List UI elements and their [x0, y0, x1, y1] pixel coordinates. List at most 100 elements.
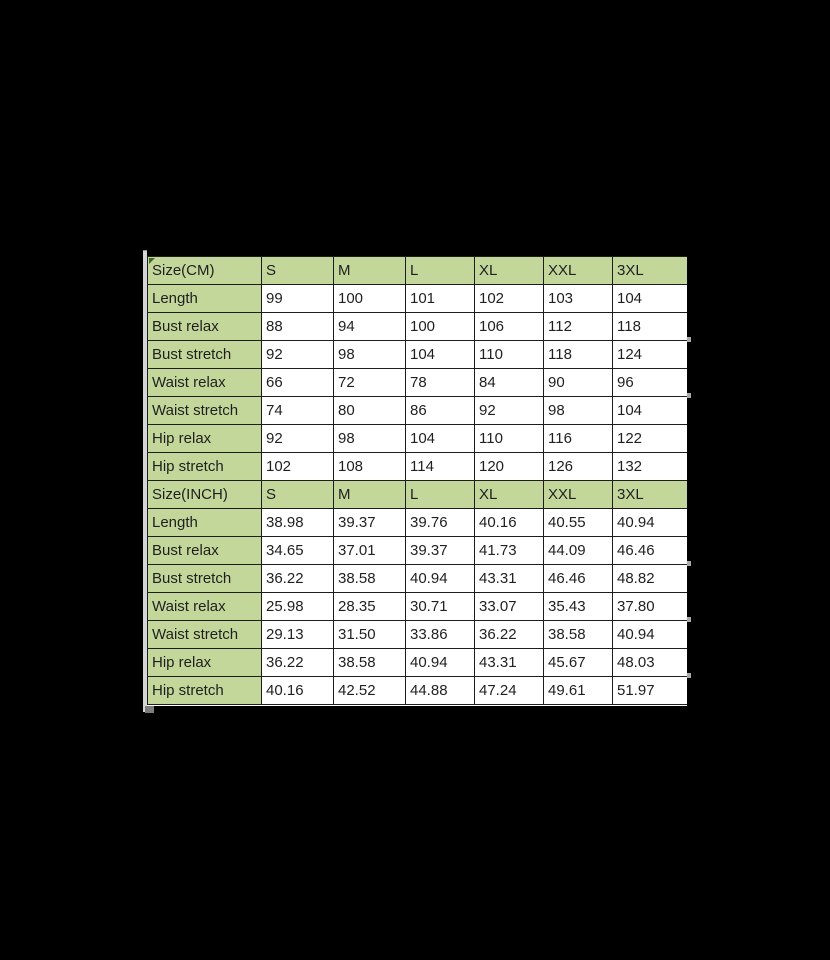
measurement-value-cell: 110 [474, 424, 544, 453]
measurement-value-cell: 101 [405, 284, 475, 313]
measurement-value-cell: 43.31 [474, 564, 544, 593]
measurement-value-cell: 40.16 [474, 508, 544, 537]
measurement-value-cell: 100 [333, 284, 406, 313]
measurement-row: Waist relax 66 72 78 84 90 96 [147, 368, 687, 397]
crop-artifact-right-tick [687, 561, 691, 566]
measurement-value-cell: 84 [474, 368, 544, 397]
measurement-row: Waist stretch 74 80 86 92 98 104 [147, 396, 687, 425]
crop-artifact-left-strip [143, 251, 147, 712]
measurement-value-cell: 33.07 [474, 592, 544, 621]
measurement-value-cell: 126 [543, 452, 613, 481]
measurement-value-cell: 37.80 [612, 592, 687, 621]
crop-artifact-bottom-square [145, 706, 154, 713]
measurement-value-cell: 118 [612, 312, 687, 341]
size-column-header-cell: M [333, 480, 406, 509]
size-column-header-cell: S [261, 256, 334, 285]
measurement-value-cell: 92 [474, 396, 544, 425]
measurement-label-cell: Waist relax [147, 368, 262, 397]
measurement-value-cell: 98 [333, 340, 406, 369]
measurement-value-cell: 41.73 [474, 536, 544, 565]
measurement-label-cell: Waist stretch [147, 620, 262, 649]
crop-artifact-right-tick [687, 673, 691, 678]
measurement-value-cell: 48.03 [612, 648, 687, 677]
measurement-value-cell: 36.22 [261, 564, 334, 593]
measurement-value-cell: 28.35 [333, 592, 406, 621]
measurement-value-cell: 110 [474, 340, 544, 369]
measurement-value-cell: 39.37 [333, 508, 406, 537]
measurement-row: Length 99 100 101 102 103 104 [147, 284, 687, 313]
measurement-label-cell: Bust relax [147, 536, 262, 565]
measurement-label-cell: Hip stretch [147, 676, 262, 705]
measurement-row: Length 38.98 39.37 39.76 40.16 40.55 40.94 [147, 508, 687, 537]
size-column-header-cell: L [405, 256, 475, 285]
measurement-value-cell: 38.58 [543, 620, 613, 649]
measurement-value-cell: 72 [333, 368, 406, 397]
measurement-value-cell: 46.46 [543, 564, 613, 593]
measurement-value-cell: 40.16 [261, 676, 334, 705]
measurement-value-cell: 47.24 [474, 676, 544, 705]
measurement-value-cell: 96 [612, 368, 687, 397]
measurement-value-cell: 49.61 [543, 676, 613, 705]
measurement-value-cell: 122 [612, 424, 687, 453]
size-chart-table-container: Size(CM) S M L XL XXL 3XL Length 99 100 101 102 103 1… [147, 256, 687, 706]
size-column-header-cell: XXL [543, 480, 613, 509]
measurement-value-cell: 46.46 [612, 536, 687, 565]
measurement-label-cell: Waist relax [147, 592, 262, 621]
measurement-value-cell: 100 [405, 312, 475, 341]
measurement-row: Bust relax 88 94 100 106 112 118 [147, 312, 687, 341]
measurement-label-cell: Hip relax [147, 424, 262, 453]
crop-artifact-right-tick [687, 393, 691, 398]
size-unit-header-cell: Size(CM) [147, 256, 262, 285]
measurement-value-cell: 104 [405, 424, 475, 453]
measurement-label-cell: Length [147, 284, 262, 313]
measurement-value-cell: 98 [543, 396, 613, 425]
size-table-body: Size(CM) S M L XL XXL 3XL Length 99 100 101 102 103 1… [147, 256, 687, 705]
measurement-value-cell: 78 [405, 368, 475, 397]
measurement-value-cell: 106 [474, 312, 544, 341]
measurement-value-cell: 33.86 [405, 620, 475, 649]
measurement-value-cell: 132 [612, 452, 687, 481]
size-column-header-cell: S [261, 480, 334, 509]
measurement-value-cell: 40.94 [612, 508, 687, 537]
measurement-value-cell: 25.98 [261, 592, 334, 621]
measurement-value-cell: 38.58 [333, 564, 406, 593]
size-column-header-cell: 3XL [612, 256, 687, 285]
measurement-value-cell: 51.97 [612, 676, 687, 705]
crop-artifact-right-tick [687, 617, 691, 622]
measurement-value-cell: 114 [405, 452, 475, 481]
measurement-label-cell: Length [147, 508, 262, 537]
measurement-row: Waist stretch 29.13 31.50 33.86 36.22 38.58 40… [147, 620, 687, 649]
measurement-value-cell: 40.55 [543, 508, 613, 537]
measurement-value-cell: 86 [405, 396, 475, 425]
crop-artifact-right-tick [687, 337, 691, 342]
measurement-value-cell: 39.76 [405, 508, 475, 537]
measurement-value-cell: 40.94 [612, 620, 687, 649]
measurement-row: Hip relax 36.22 38.58 40.94 43.31 45.67 48.03 [147, 648, 687, 677]
measurement-value-cell: 34.65 [261, 536, 334, 565]
measurement-value-cell: 90 [543, 368, 613, 397]
measurement-label-cell: Bust stretch [147, 340, 262, 369]
measurement-value-cell: 44.88 [405, 676, 475, 705]
measurement-value-cell: 31.50 [333, 620, 406, 649]
measurement-label-cell: Hip stretch [147, 452, 262, 481]
measurement-value-cell: 99 [261, 284, 334, 313]
measurement-value-cell: 104 [405, 340, 475, 369]
measurement-value-cell: 66 [261, 368, 334, 397]
measurement-value-cell: 104 [612, 284, 687, 313]
measurement-row: Bust stretch 36.22 38.58 40.94 43.31 46.46 48.… [147, 564, 687, 593]
measurement-value-cell: 48.82 [612, 564, 687, 593]
measurement-value-cell: 29.13 [261, 620, 334, 649]
measurement-label-cell: Bust stretch [147, 564, 262, 593]
measurement-row: Bust relax 34.65 37.01 39.37 41.73 44.09 46.46 [147, 536, 687, 565]
cell-error-triangle-icon [149, 258, 155, 264]
size-column-header-cell: XL [474, 480, 544, 509]
measurement-value-cell: 37.01 [333, 536, 406, 565]
size-column-header-cell: M [333, 256, 406, 285]
measurement-value-cell: 102 [474, 284, 544, 313]
measurement-value-cell: 103 [543, 284, 613, 313]
measurement-row: Bust stretch 92 98 104 110 118 124 [147, 340, 687, 369]
measurement-value-cell: 35.43 [543, 592, 613, 621]
measurement-value-cell: 92 [261, 424, 334, 453]
measurement-value-cell: 108 [333, 452, 406, 481]
measurement-value-cell: 42.52 [333, 676, 406, 705]
